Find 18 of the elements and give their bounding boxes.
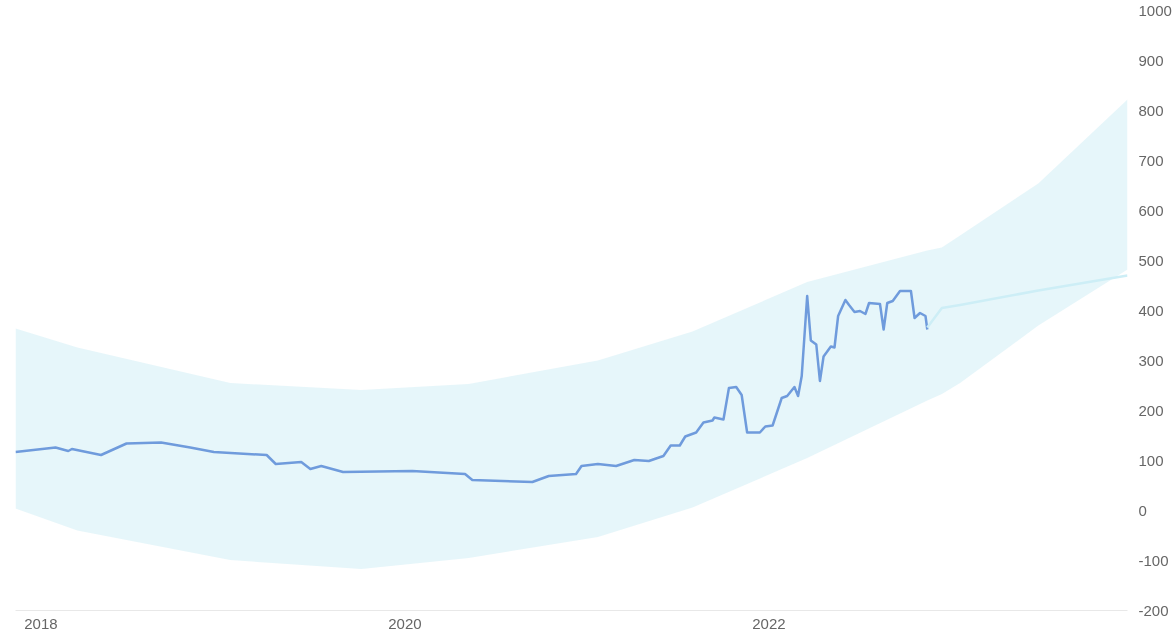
y-tick-label: 900 (1138, 51, 1164, 69)
line-series (926, 274, 1128, 329)
line-series (15, 289, 929, 484)
x-tick-label: 2018 (24, 614, 58, 632)
x-tick-label: 2022 (752, 614, 786, 632)
y-tick-label: 700 (1138, 151, 1164, 169)
y-tick-label: 300 (1138, 351, 1164, 369)
y-tick-label: 100 (1138, 451, 1164, 469)
x-tick-label: 2020 (388, 614, 422, 632)
y-tick-label: 800 (1138, 101, 1164, 119)
y-tick-label: 1000 (1138, 1, 1172, 19)
y-tick-label: -100 (1138, 551, 1169, 569)
y-tick-label: 500 (1138, 251, 1164, 269)
y-tick-label: 400 (1138, 301, 1164, 319)
y-tick-label: -200 (1138, 601, 1169, 619)
y-tick-label: 0 (1138, 501, 1147, 519)
y-tick-label: 200 (1138, 401, 1164, 419)
y-tick-label: 600 (1138, 201, 1164, 219)
